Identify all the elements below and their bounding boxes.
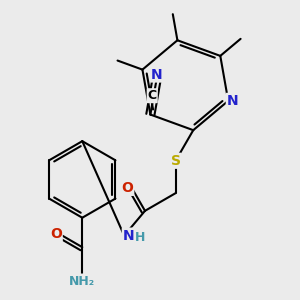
Text: S: S (171, 154, 181, 168)
Text: O: O (122, 181, 133, 195)
Text: H: H (135, 231, 146, 244)
Text: N: N (227, 94, 239, 108)
Text: N: N (151, 68, 163, 82)
Text: NH₂: NH₂ (69, 274, 95, 287)
Text: O: O (50, 227, 62, 241)
Text: N: N (123, 229, 134, 243)
Text: C: C (148, 89, 157, 102)
